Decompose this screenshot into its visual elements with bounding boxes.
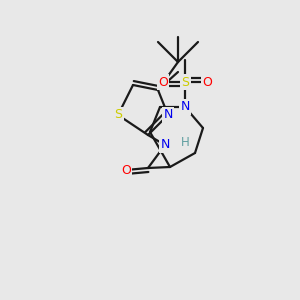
Text: S: S — [114, 109, 122, 122]
Text: N: N — [160, 139, 170, 152]
Text: S: S — [181, 76, 189, 88]
Text: O: O — [202, 76, 212, 88]
Text: O: O — [121, 164, 131, 176]
Text: O: O — [158, 76, 168, 88]
Text: N: N — [163, 109, 173, 122]
Text: H: H — [181, 136, 189, 148]
Text: N: N — [180, 100, 190, 113]
